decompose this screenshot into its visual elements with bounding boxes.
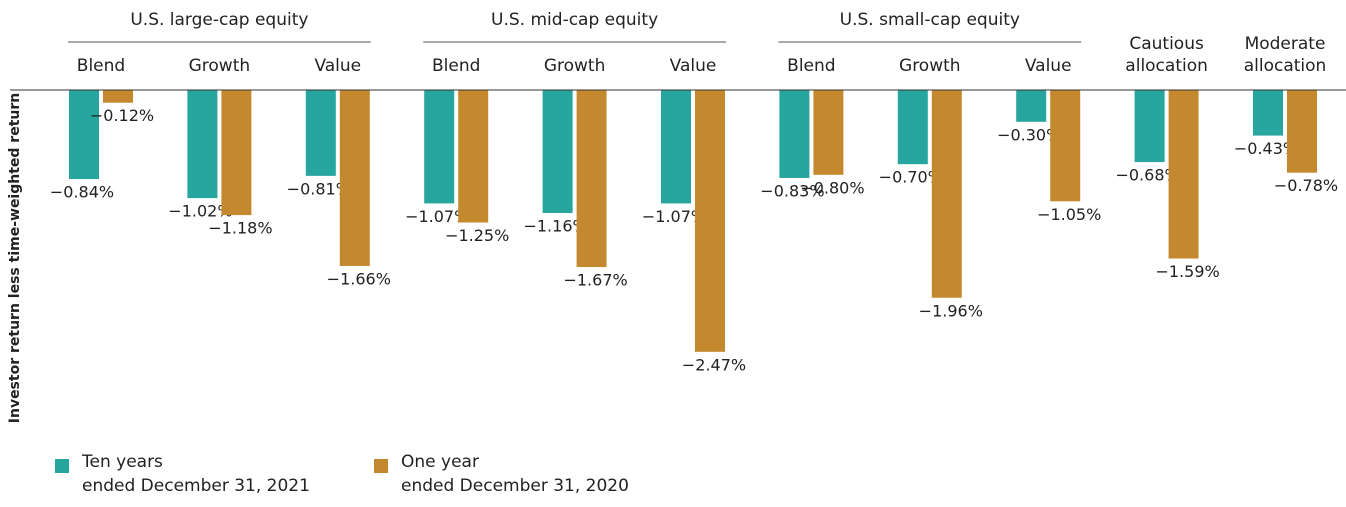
bar [931, 90, 962, 298]
group-label: U.S. mid-cap equity [491, 10, 658, 30]
bar [69, 90, 99, 180]
bar [779, 90, 810, 178]
bar [424, 90, 455, 204]
bar [1168, 90, 1199, 259]
legend-swatch [55, 459, 69, 473]
group-label: U.S. large-cap equity [130, 10, 308, 30]
x-tick-label: Value [1024, 56, 1072, 76]
data-label: −1.02% [168, 202, 232, 221]
x-tick-label: Growth [543, 56, 606, 76]
data-label: −1.07% [642, 207, 706, 226]
bar [542, 90, 573, 213]
data-label: −1.16% [523, 216, 587, 235]
bar [458, 90, 489, 223]
x-tick-label: Value [314, 56, 362, 76]
bar [813, 90, 844, 175]
data-label: −1.59% [1155, 262, 1219, 281]
data-label: −1.18% [208, 219, 272, 238]
data-label: −0.68% [1115, 166, 1179, 185]
data-label: −0.84% [50, 183, 114, 202]
data-label: −1.05% [1037, 205, 1101, 224]
data-label: −0.70% [879, 168, 943, 187]
group-label: U.S. small-cap equity [840, 10, 1020, 30]
data-label: −0.30% [997, 125, 1061, 144]
data-label: −0.12% [90, 106, 154, 125]
legend-label: One year ended December 31, 2020 [401, 452, 629, 496]
x-tick-label: Blend [431, 56, 481, 76]
data-label: −1.07% [405, 207, 469, 226]
data-label: −1.66% [327, 269, 391, 288]
data-label: −0.81% [287, 179, 351, 198]
bar [187, 90, 218, 199]
bar [305, 90, 336, 176]
x-tick-label: Moderate allocation [1243, 34, 1327, 76]
data-label: −0.83% [760, 181, 824, 200]
bar [897, 90, 928, 165]
legend-label: Ten years ended December 31, 2021 [82, 452, 310, 496]
y-axis-label: Investor return less time-weighted retur… [7, 93, 23, 423]
data-label: −1.67% [563, 271, 627, 290]
bar [695, 90, 725, 352]
x-tick-label: Growth [899, 56, 961, 76]
bar [1016, 90, 1047, 122]
legend-swatch [374, 459, 388, 473]
bar [661, 90, 691, 204]
bar [221, 90, 252, 216]
bar [103, 90, 133, 103]
x-tick-label: Value [669, 56, 717, 76]
data-label: −0.80% [800, 178, 864, 197]
bar [1134, 90, 1165, 163]
data-label: −0.43% [1234, 139, 1298, 158]
x-tick-label: Cautious allocation [1125, 34, 1208, 76]
x-tick-label: Growth [188, 56, 251, 76]
bar [1253, 90, 1283, 136]
bar [576, 90, 607, 268]
data-label: −1.25% [445, 226, 509, 245]
x-tick-label: Blend [76, 56, 126, 76]
x-tick-label: Blend [787, 56, 836, 76]
data-label: −0.78% [1274, 176, 1338, 195]
bar [339, 90, 370, 266]
bar [1287, 90, 1317, 173]
data-label: −1.96% [919, 301, 983, 320]
data-label: −2.47% [682, 355, 746, 374]
bar [1050, 90, 1081, 202]
